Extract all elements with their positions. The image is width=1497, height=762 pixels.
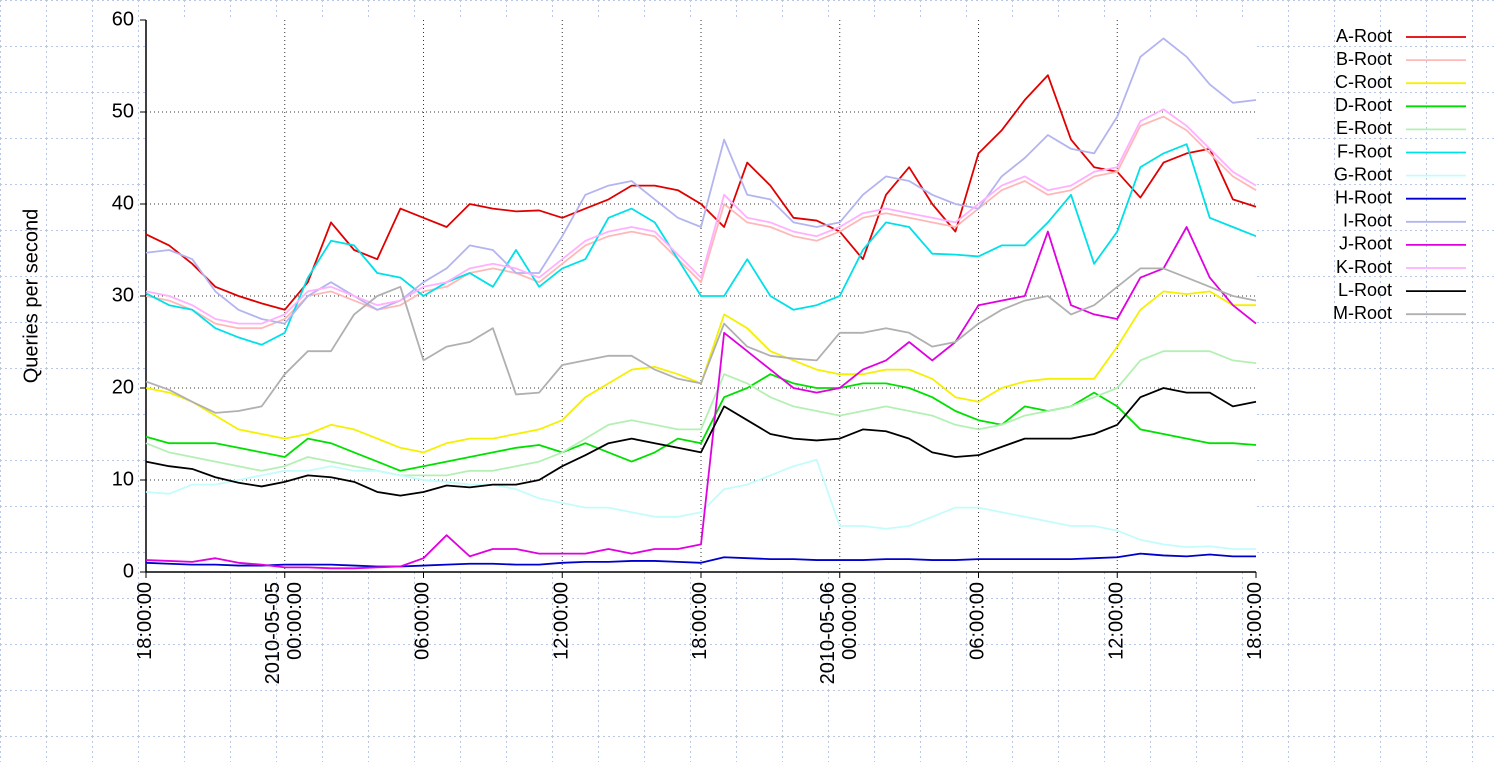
series-line: [145, 143, 1257, 346]
series-line: [145, 115, 1257, 330]
x-tick-label: 06:00:00: [967, 582, 989, 660]
x-tick-label: 2010-05-0500:00:00: [262, 582, 306, 684]
series-line: [145, 458, 1256, 550]
y-tick-label: 50: [112, 100, 134, 122]
y-tick-label: 30: [112, 284, 134, 306]
legend-label: L-Root: [1338, 280, 1392, 300]
legend-label: I-Root: [1343, 211, 1392, 231]
series-line: [145, 552, 1256, 568]
legend-label: F-Root: [1337, 141, 1392, 161]
legend-label: C-Root: [1335, 72, 1392, 92]
y-axis-label: Queries per second: [20, 209, 42, 384]
legend-label: J-Root: [1339, 234, 1392, 254]
series-line: [145, 74, 1257, 311]
series-line: [145, 108, 1257, 325]
x-tick-label: 12:00:00: [551, 582, 573, 660]
series-line: [145, 387, 1257, 497]
legend-label: A-Root: [1336, 26, 1392, 46]
x-tick-label: 18:00:00: [134, 582, 156, 660]
legend-label: G-Root: [1334, 164, 1392, 184]
series-line: [145, 226, 1257, 570]
legend-label: H-Root: [1335, 187, 1392, 207]
x-tick-label: 06:00:00: [412, 582, 434, 660]
legend-label: M-Root: [1333, 303, 1392, 323]
legend-label: E-Root: [1336, 118, 1392, 138]
x-tick-label: 18:00:00: [1244, 582, 1266, 660]
legend-label: K-Root: [1336, 257, 1392, 277]
series-line: [145, 267, 1257, 414]
y-tick-label: 20: [112, 376, 134, 398]
y-tick-label: 10: [112, 468, 134, 490]
legend-label: B-Root: [1336, 49, 1392, 69]
series-line: [145, 350, 1257, 477]
y-tick-label: 0: [123, 560, 134, 582]
x-tick-label: 2010-05-0600:00:00: [817, 582, 861, 684]
y-tick-label: 60: [112, 8, 134, 30]
legend-label: D-Root: [1335, 95, 1392, 115]
x-tick-label: 18:00:00: [689, 582, 711, 660]
x-tick-label: 12:00:00: [1106, 582, 1128, 660]
y-tick-label: 40: [112, 192, 134, 214]
series-line: [145, 37, 1257, 325]
